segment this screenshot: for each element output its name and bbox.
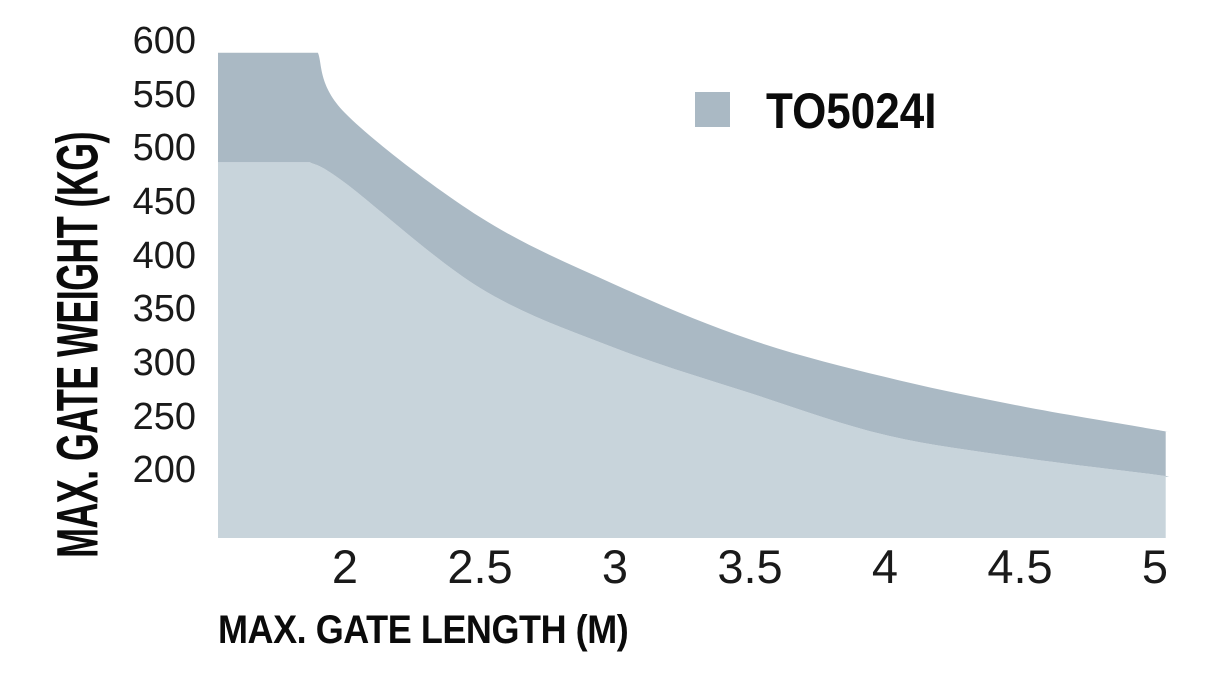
x-tick-label: 4.5: [987, 540, 1053, 593]
y-tick-label: 200: [132, 449, 196, 491]
x-tick-label: 2: [331, 540, 359, 593]
y-tick-label: 600: [132, 20, 196, 62]
x-tick-label: 2.5: [447, 540, 513, 593]
y-tick-label: 350: [132, 288, 196, 330]
x-tick-label: 3.5: [717, 540, 783, 593]
y-tick-label: 550: [132, 74, 196, 116]
y-tick-label: 400: [132, 235, 196, 277]
y-tick-label: 250: [132, 396, 196, 438]
y-tick-label: 300: [132, 342, 196, 384]
x-tick-label: 4: [871, 540, 899, 593]
legend-swatch: [695, 92, 730, 127]
to5024i-band-area: [218, 52, 1169, 477]
x-tick-label: 3: [601, 540, 629, 593]
to5024i-shadow-area: [218, 162, 1169, 539]
x-axis-title: MAX. GATE LENGTH (M): [218, 608, 629, 652]
y-tick-label: 500: [132, 127, 196, 169]
x-tick-label: 5: [1141, 540, 1169, 593]
legend-label: TO5024I: [766, 83, 937, 139]
y-tick-label: 450: [132, 181, 196, 223]
